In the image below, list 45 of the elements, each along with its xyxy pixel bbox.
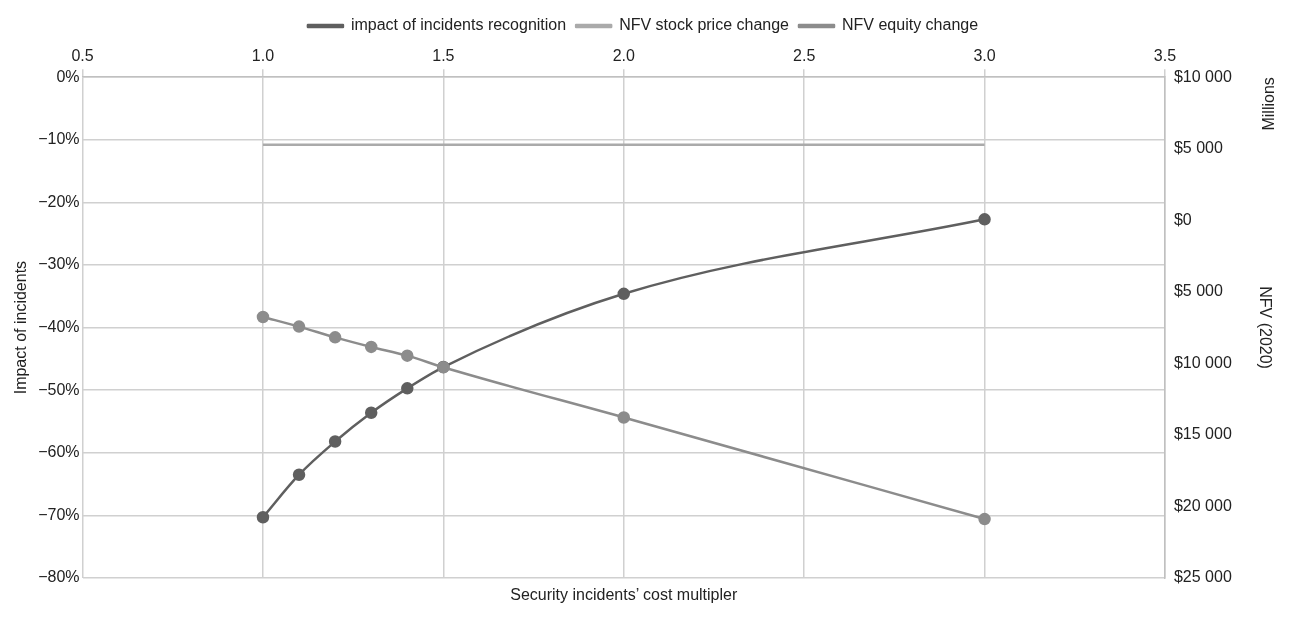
x-tick-label: 3.5 [1153,47,1177,65]
x-tick-label: 1.0 [251,47,275,65]
y-tick-label: −10% [38,130,80,148]
y2-tick-label: $25 000 [1173,568,1232,586]
point [256,310,270,324]
x-tick-label: 1.5 [432,47,455,65]
x-tick-label: 2.0 [612,47,635,65]
point [364,406,378,419]
y2-tick-label: $5 000 [1173,139,1223,157]
y2-tick-label: $20 000 [1173,496,1232,514]
point [364,340,378,354]
legend-label: NFV equity change [842,16,979,34]
y-tick-label: −40% [38,318,80,336]
point [978,512,991,526]
y2-axis-title: NFV (2020) [1256,286,1274,369]
y-tick-label: −60% [38,443,80,461]
y2-tick-label: $0 [1173,210,1192,228]
y-tick-label: −30% [38,255,80,273]
point [292,468,306,481]
point [978,213,991,226]
point [256,511,270,524]
y-tick-label: −20% [38,192,80,210]
y2-tick-label: $5 000 [1173,282,1223,300]
x-tick-label: 2.5 [793,47,816,65]
point [328,435,342,448]
point [328,331,342,344]
point [617,411,631,424]
y-tick-label: −70% [38,505,80,523]
y-axis-title: Impact of incidents [12,260,30,395]
x-axis-title: Security incidents’ cost multipler [510,586,738,604]
y2-tick-label: $10 000 [1173,353,1232,371]
legend-label: NFV stock price change [619,16,790,34]
y-tick-label: 0% [56,67,80,85]
y2-tick-label: $10 000 [1173,67,1232,85]
y2-tick-label: $15 000 [1173,425,1232,443]
point [401,382,414,395]
point [617,287,631,301]
x-tick-label: 0.5 [71,47,94,65]
point [292,320,306,333]
x-tick-label: 3.0 [973,47,996,65]
y-tick-label: −50% [38,380,80,398]
legend-label: impact of incidents recognition [350,16,567,34]
point [401,349,414,362]
y-tick-label: −80% [38,568,80,586]
text: Millions [1260,77,1278,131]
